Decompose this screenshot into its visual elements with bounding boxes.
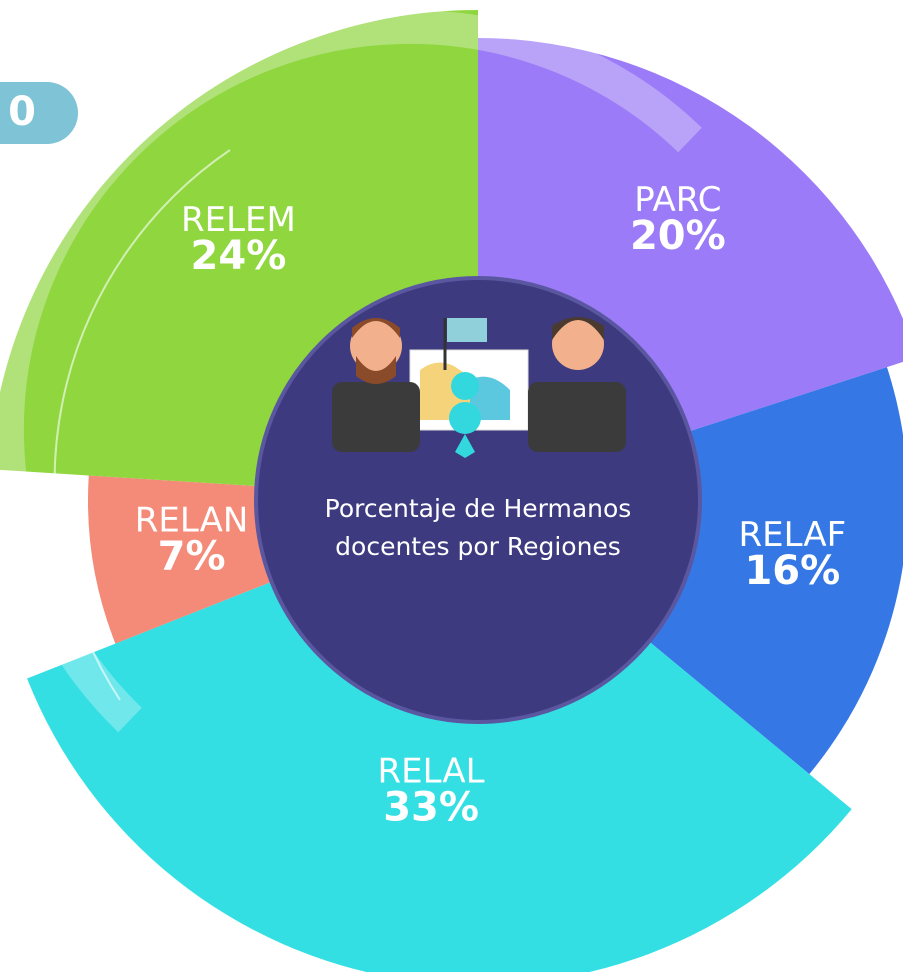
- value-label: 33%: [383, 784, 479, 830]
- decor-line: [53, 149, 231, 701]
- value-label: 7%: [158, 533, 226, 579]
- illustration: [332, 317, 626, 458]
- badge: [0, 82, 78, 144]
- decor-arc: [0, 9, 702, 733]
- badge-text: 0: [8, 89, 36, 135]
- pie-segment: [27, 500, 852, 972]
- center-title: Porcentaje de Hermanos docentes por Regi…: [324, 494, 632, 561]
- value-label: 16%: [744, 548, 840, 594]
- segment-label: RELAL: [378, 751, 485, 791]
- segment-label: RELAN: [135, 500, 249, 540]
- value-label: 20%: [630, 213, 726, 259]
- segment-label: PARC: [634, 180, 721, 220]
- segment-label: RELEM: [181, 200, 296, 240]
- value-label: 24%: [191, 233, 287, 279]
- segment-label: RELAF: [739, 515, 847, 555]
